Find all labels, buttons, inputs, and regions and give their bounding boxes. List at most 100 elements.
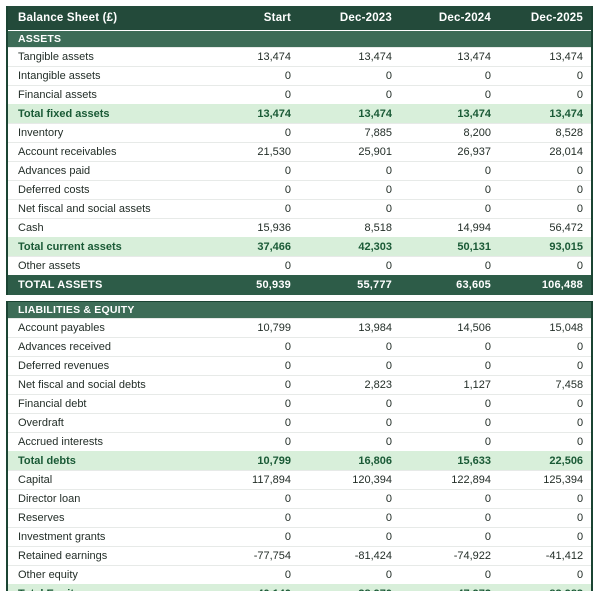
- table-row: Investment grants 0 0 0 0: [7, 527, 593, 547]
- row-value: -41,412: [499, 546, 593, 566]
- row-value: 0: [197, 199, 299, 219]
- row-value: 0: [299, 256, 400, 275]
- row-label: Overdraft: [7, 413, 197, 433]
- row-value: -74,922: [400, 546, 499, 566]
- row-value: 0: [499, 161, 592, 181]
- row-value: 0: [400, 161, 499, 181]
- table-row: Financial assets 0 0 0 0: [7, 85, 592, 105]
- table-header-row: Balance Sheet (£) Start Dec-2023 Dec-202…: [7, 6, 592, 31]
- table-row: Net fiscal and social assets 0 0 0 0: [7, 199, 592, 219]
- table-row: Net fiscal and social debts 0 2,823 1,127 7,…: [7, 375, 593, 395]
- row-value: 40,140: [197, 584, 299, 591]
- row-value: 0: [197, 85, 299, 105]
- row-label: Intangible assets: [7, 66, 197, 86]
- row-value: 15,633: [400, 451, 499, 471]
- table-row: Retained earnings -77,754 -81,424 -74,922 -4…: [7, 546, 593, 566]
- row-value: 0: [499, 356, 593, 376]
- row-value: 42,303: [299, 237, 400, 257]
- row-value: 21,530: [197, 142, 299, 162]
- row-value: 0: [299, 413, 400, 433]
- row-value: 25,901: [299, 142, 400, 162]
- row-label: Total debts: [7, 451, 197, 471]
- row-value: 0: [197, 432, 299, 452]
- row-value: 13,474: [499, 47, 592, 67]
- row-value: 0: [499, 432, 593, 452]
- row-value: 0: [197, 256, 299, 275]
- section-title: LIABILITIES & EQUITY: [7, 301, 593, 319]
- row-value: 117,894: [197, 470, 299, 490]
- row-value: 0: [299, 508, 400, 528]
- row-label: Reserves: [7, 508, 197, 528]
- column-header-dec-2024: Dec-2024: [400, 6, 499, 31]
- row-value: 13,474: [299, 47, 400, 67]
- row-value: 0: [400, 508, 499, 528]
- row-value: 0: [499, 199, 592, 219]
- row-value: 7,885: [299, 123, 400, 143]
- row-value: 0: [299, 161, 400, 181]
- row-value: 0: [400, 356, 499, 376]
- row-value: 37,466: [197, 237, 299, 257]
- row-label: TOTAL ASSETS: [7, 275, 197, 295]
- row-value: 26,937: [400, 142, 499, 162]
- row-value: 0: [197, 527, 299, 547]
- row-value: 93,015: [499, 237, 592, 257]
- row-value: 13,474: [400, 47, 499, 67]
- row-value: 0: [400, 489, 499, 509]
- row-value: 0: [400, 527, 499, 547]
- row-value: 0: [400, 66, 499, 86]
- row-value: 0: [499, 413, 593, 433]
- row-value: 0: [400, 199, 499, 219]
- table-row: Account receivables 21,530 25,901 26,937 28,…: [7, 142, 592, 162]
- row-label: Advances paid: [7, 161, 197, 181]
- section-header-assets: ASSETS: [7, 30, 592, 48]
- row-label: Account payables: [7, 318, 197, 338]
- row-value: 50,939: [197, 275, 299, 295]
- table-row: Financial debt 0 0 0 0: [7, 394, 593, 414]
- table-row: Overdraft 0 0 0 0: [7, 413, 593, 433]
- row-value: 8,200: [400, 123, 499, 143]
- section-title: ASSETS: [7, 30, 592, 48]
- row-value: 28,014: [499, 142, 592, 162]
- table-row: Total Equity40,14038,97047,97283,983: [7, 584, 593, 591]
- row-value: 7,458: [499, 375, 593, 395]
- row-value: -81,424: [299, 546, 400, 566]
- row-value: 13,474: [197, 104, 299, 124]
- row-label: Other equity: [7, 565, 197, 585]
- table-row: Total current assets 37,466 42,303 50,131 93…: [7, 237, 592, 257]
- table-row: Other assets 0 0 0 0: [7, 256, 592, 275]
- row-label: Total current assets: [7, 237, 197, 257]
- row-label: Director loan: [7, 489, 197, 509]
- row-value: 0: [499, 256, 592, 275]
- row-value: 106,488: [499, 275, 592, 295]
- row-value: 0: [499, 85, 592, 105]
- row-label: Cash: [7, 218, 197, 238]
- row-value: 83,983: [499, 584, 593, 591]
- row-value: 0: [197, 394, 299, 414]
- row-value: 47,972: [400, 584, 499, 591]
- table-row: Total fixed assets 13,474 13,474 13,474 13,4…: [7, 104, 592, 124]
- row-value: 13,474: [499, 104, 592, 124]
- row-value: 0: [499, 66, 592, 86]
- row-value: 2,823: [299, 375, 400, 395]
- row-value: 56,472: [499, 218, 592, 238]
- row-value: 0: [197, 508, 299, 528]
- row-value: 0: [299, 394, 400, 414]
- row-value: 0: [197, 66, 299, 86]
- table-row: Advances paid 0 0 0 0: [7, 161, 592, 181]
- row-value: 8,518: [299, 218, 400, 238]
- row-value: 0: [400, 413, 499, 433]
- row-value: 13,474: [299, 104, 400, 124]
- table-row: Tangible assets 13,474 13,474 13,474 13,474: [7, 47, 592, 67]
- row-value: 0: [400, 432, 499, 452]
- table-row: Other equity 0 0 0 0: [7, 565, 593, 585]
- table-row: Accrued interests 0 0 0 0: [7, 432, 593, 452]
- row-value: 15,048: [499, 318, 593, 338]
- row-value: 0: [499, 508, 593, 528]
- row-value: 0: [499, 180, 592, 200]
- row-label: Net fiscal and social debts: [7, 375, 197, 395]
- row-value: 15,936: [197, 218, 299, 238]
- table-row: Deferred costs 0 0 0 0: [7, 180, 592, 200]
- table-row: Deferred revenues 0 0 0 0: [7, 356, 593, 376]
- row-value: 122,894: [400, 470, 499, 490]
- row-value: 13,984: [299, 318, 400, 338]
